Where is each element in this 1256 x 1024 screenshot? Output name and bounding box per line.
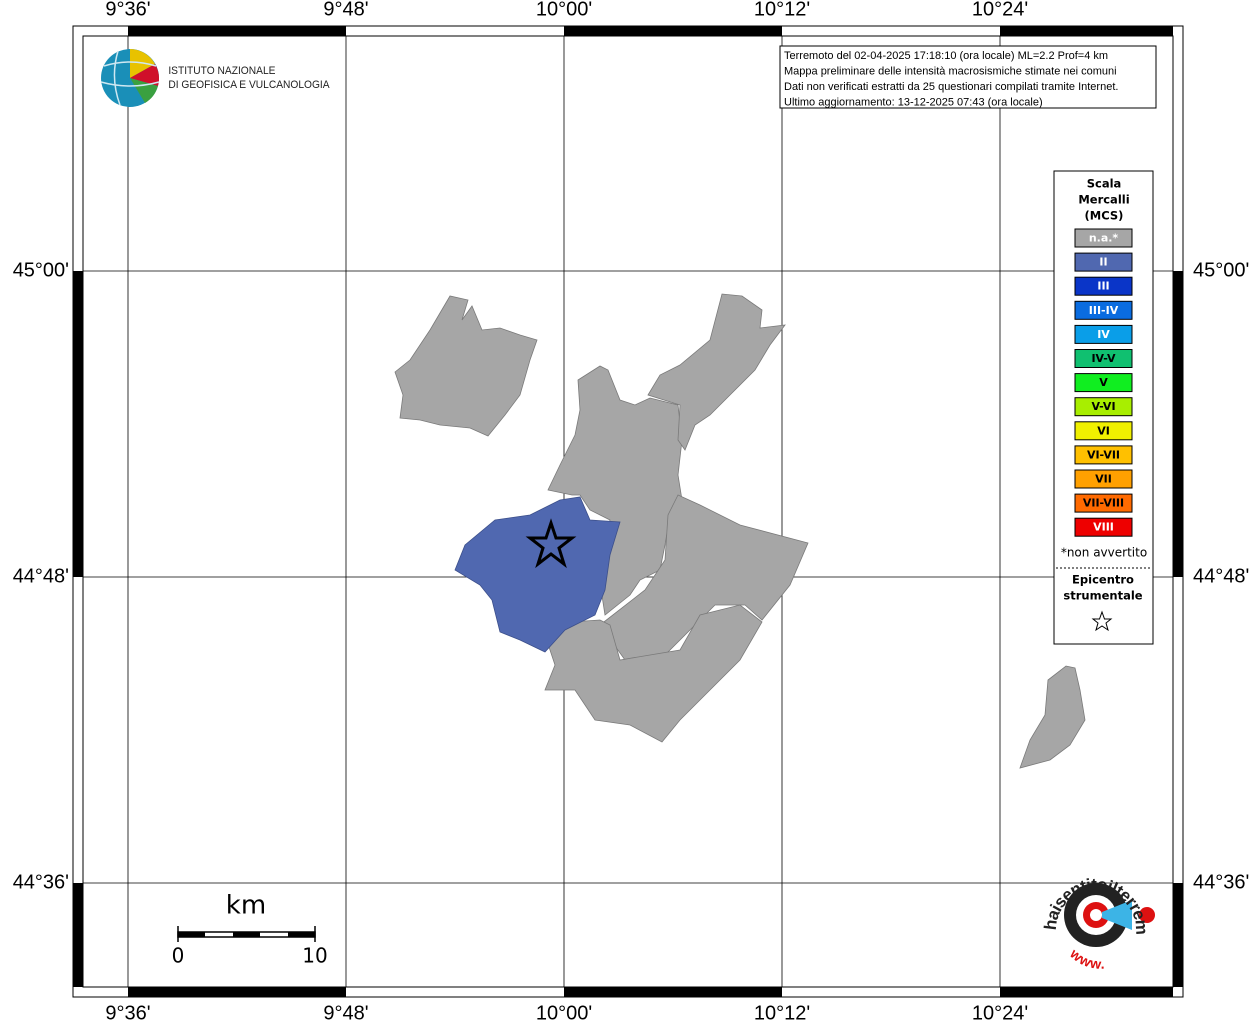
- inner-border: [82, 35, 1174, 988]
- info-line: Mappa preliminare delle intensità macros…: [784, 66, 1117, 78]
- lat-label: 45°00': [13, 259, 69, 281]
- legend-title: Mercalli: [1078, 193, 1129, 207]
- lon-label: 9°48': [323, 0, 368, 20]
- scale-segment: [178, 932, 205, 937]
- lon-label: 9°36': [105, 0, 150, 20]
- info-border: [779, 45, 1157, 109]
- municipality: [544, 604, 763, 743]
- legend-label: VII: [1095, 473, 1112, 486]
- legend-label: IV-V: [1091, 352, 1116, 365]
- legend-title: (MCS): [1085, 209, 1124, 223]
- legend-label: n.a.*: [1089, 232, 1119, 245]
- logo-speaker: [1102, 900, 1132, 930]
- info-box: Terremoto del 02-04-2025 17:18:10 (ora l…: [779, 45, 1157, 109]
- legend-label: VII-VIII: [1083, 497, 1124, 510]
- legend-label: III: [1097, 280, 1109, 293]
- legend-swatch: [1074, 349, 1133, 368]
- graticule: [83, 36, 1173, 987]
- lon-label: 10°12': [754, 1002, 810, 1024]
- lon-label: 10°24': [972, 0, 1028, 20]
- legend-epicenter: strumentale: [1063, 589, 1142, 603]
- legend-swatch: [1074, 517, 1133, 537]
- logo-lines: [100, 50, 160, 106]
- legend-star: [1091, 610, 1113, 632]
- legend-epicenter: Epicentro: [1072, 573, 1134, 587]
- logo-ring: [1090, 909, 1102, 921]
- lat-label: 44°36': [1193, 871, 1249, 893]
- legend-label: VI-VII: [1087, 448, 1120, 461]
- municipality: [547, 365, 683, 616]
- ingv-logo: ISTITUTO NAZIONALE DI GEOFISICA E VULCAN…: [100, 49, 330, 107]
- legend-swatch: [1074, 421, 1133, 441]
- legend-label: III-IV: [1089, 304, 1119, 317]
- epicenter-star: [525, 518, 577, 569]
- logo-text: DI GEOFISICA E VULCANOLOGIA: [168, 79, 330, 91]
- legend-note: *non avvertito: [1061, 546, 1147, 560]
- legend-swatch: [1074, 493, 1133, 513]
- frame-band: [73, 883, 83, 987]
- legend-swatch: [1074, 252, 1133, 272]
- frame-band: [1173, 883, 1183, 987]
- municipality: [394, 295, 538, 437]
- lat-label: 44°48': [13, 565, 69, 587]
- logo-segment: [130, 64, 159, 86]
- frame-band: [73, 271, 83, 577]
- municipalities: [394, 293, 1086, 769]
- legend-label: VIII: [1093, 521, 1114, 534]
- municipality: [1019, 665, 1086, 769]
- legend-label: II: [1099, 256, 1107, 269]
- scale-bar: km 0 10: [172, 891, 328, 968]
- legend-swatch: [1074, 397, 1133, 417]
- legend: ScalaMercalli(MCS)n.a.*IIIIIIII-IVIVIV-V…: [1053, 170, 1154, 645]
- frame-band: [1173, 271, 1183, 577]
- municipality-intensity-ii: [454, 496, 621, 653]
- municipality: [647, 293, 786, 451]
- legend-swatch: [1074, 373, 1133, 393]
- lon-label: 9°48': [323, 1002, 368, 1024]
- scale-label: 0: [172, 944, 185, 968]
- legend-swatch: [1074, 469, 1133, 489]
- lat-label: 45°00': [1193, 259, 1249, 281]
- lat-label: 44°36': [13, 871, 69, 893]
- scale-segment: [233, 932, 260, 937]
- legend-label: VI: [1097, 424, 1110, 437]
- legend-swatch: [1074, 324, 1133, 344]
- info-line: Ultimo aggiornamento: 13-12-2025 07:43 (…: [784, 97, 1043, 109]
- scale-unit: km: [226, 891, 266, 921]
- legend-label: IV: [1097, 328, 1110, 341]
- info-line: Dati non verificati estratti da 25 quest…: [784, 81, 1118, 93]
- legend-swatch: [1074, 300, 1133, 320]
- legend-label: V-VI: [1091, 400, 1115, 413]
- frame-band: [128, 987, 346, 997]
- frame-band: [1000, 26, 1173, 36]
- lat-label: 44°48': [1193, 565, 1249, 587]
- scale-label: 10: [302, 944, 327, 968]
- logo-question: [1139, 907, 1155, 923]
- scale-segment: [288, 932, 315, 937]
- lon-label: 9°36': [105, 1002, 150, 1024]
- legend-swatch: [1074, 445, 1133, 465]
- legend-swatch: [1074, 276, 1133, 296]
- logo-text: ISTITUTO NAZIONALE: [168, 65, 275, 77]
- lon-label: 10°24': [972, 1002, 1028, 1024]
- lon-label: 10°00': [536, 0, 592, 20]
- info-line: Terremoto del 02-04-2025 17:18:10 (ora l…: [784, 50, 1108, 62]
- frame-band: [564, 26, 782, 36]
- coordinate-labels: 9°36' 9°36' 9°48' 9°48' 10°00' 10°00' 10°12' 10…: [13, 0, 1250, 1024]
- legend-label: V: [1099, 376, 1108, 389]
- frame-band: [564, 987, 782, 997]
- frame-band: [1000, 987, 1173, 997]
- frame-band: [128, 26, 346, 36]
- legend-swatch: [1074, 228, 1133, 248]
- legend-title: Scala: [1087, 177, 1122, 191]
- lon-label: 10°00': [536, 1002, 592, 1024]
- lon-label: 10°12': [754, 0, 810, 20]
